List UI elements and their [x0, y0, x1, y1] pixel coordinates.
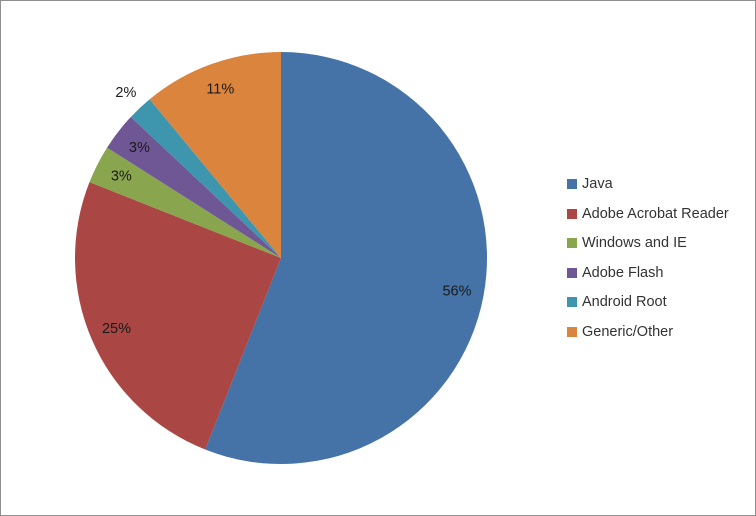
legend-swatch-icon: [567, 179, 577, 189]
pie-slice-windows-and-ie: [89, 147, 281, 258]
data-label-windows-and-ie: 3%: [111, 169, 132, 185]
legend-item-android-root: Android Root: [567, 293, 729, 311]
data-label-generic-other: 11%: [206, 81, 234, 97]
data-label-android-root: 2%: [115, 85, 136, 101]
legend-swatch-icon: [567, 326, 577, 337]
legend-swatch-icon: [567, 297, 577, 307]
legend-item-java: Java: [567, 175, 729, 193]
pie-slice-adobe-acrobat-reader: [75, 182, 281, 450]
legend-item-adobe-acrobat-reader: Adobe Acrobat Reader: [567, 205, 729, 223]
legend-item-generic-other: Generic/Other: [567, 323, 729, 341]
legend-item-adobe-flash: Adobe Flash: [567, 264, 729, 282]
pie-slice-java: [205, 52, 488, 465]
pie-slice-adobe-flash: [107, 116, 281, 258]
legend-label: Android Root: [582, 294, 667, 310]
pie-slice-android-root: [130, 99, 281, 259]
data-label-adobe-flash: 3%: [129, 140, 150, 156]
legend: Java Adobe Acrobat Reader Windows and IE Ad…: [567, 175, 729, 352]
data-label-java: 56%: [442, 284, 471, 300]
legend-swatch-icon: [567, 208, 577, 219]
legend-label: Java: [582, 176, 613, 192]
pie-chart: 56% 25% 3% 3% 2% 11%: [75, 52, 488, 465]
legend-swatch-icon: [567, 238, 577, 248]
legend-label: Windows and IE: [582, 235, 687, 251]
legend-item-windows-and-ie: Windows and IE: [567, 234, 729, 252]
legend-label: Generic/Other: [582, 323, 674, 340]
legend-label: Adobe Acrobat Reader: [582, 205, 729, 222]
data-label-adobe-acrobat-reader: 25%: [102, 321, 131, 337]
pie-slice-generic-other: [149, 52, 281, 258]
legend-swatch-icon: [567, 267, 577, 278]
legend-label: Adobe Flash: [582, 264, 664, 281]
